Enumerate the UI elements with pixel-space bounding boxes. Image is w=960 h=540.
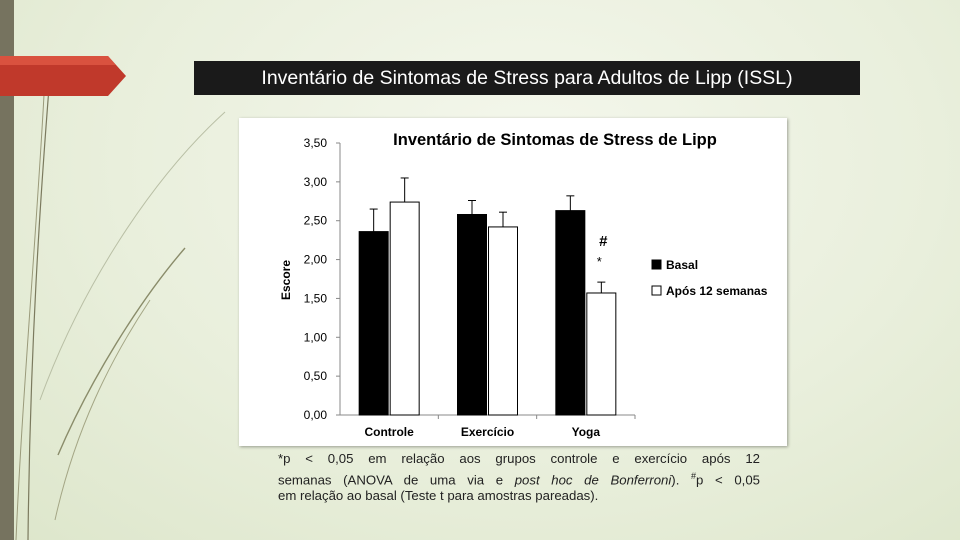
slide-title: Inventário de Sintomas de Stress para Ad… <box>194 61 860 95</box>
bar <box>488 226 518 416</box>
x-tick-label: Yoga <box>572 425 601 439</box>
legend-swatch <box>651 285 662 296</box>
footnote-line-2d: p < 0,05 <box>696 471 760 487</box>
chart-title: Inventário de Sintomas de Stress de Lipp <box>393 131 717 149</box>
sidebar-stripe <box>0 0 14 540</box>
footnote-line-2a: semanas (ANOVA de uma via e <box>278 471 515 487</box>
footnote-posthoc: post hoc de Bonferroni <box>514 471 672 487</box>
footnote-line-2c: ). <box>671 471 691 487</box>
annotation-hash: # <box>599 233 608 250</box>
y-tick-label: 2,00 <box>304 253 328 267</box>
y-tick-label: 3,00 <box>304 175 328 189</box>
y-axis-label: Escore <box>279 260 293 300</box>
bar <box>358 231 389 416</box>
legend-label: Após 12 semanas <box>666 284 768 298</box>
y-tick-label: 1,50 <box>304 291 328 305</box>
bar <box>457 213 487 416</box>
bar <box>555 210 586 416</box>
footnote-hash-mark: # <box>691 470 697 481</box>
x-tick-label: Controle <box>364 425 414 439</box>
y-tick-label: 2,50 <box>304 214 328 228</box>
bar-chart: Inventário de Sintomas de Stress de Lipp… <box>279 131 768 439</box>
footnote-line-1: *p < 0,05 em relação aos grupos controle… <box>278 451 760 466</box>
footnote: *p < 0,05 em relação aos grupos controle… <box>278 451 760 505</box>
legend-label: Basal <box>666 258 698 272</box>
annotation-asterisk: * <box>597 254 602 269</box>
y-tick-label: 0,00 <box>304 408 328 422</box>
y-tick-label: 0,50 <box>304 369 328 383</box>
chart-card: Inventário de Sintomas de Stress de Lipp… <box>239 118 787 446</box>
accent-arrow-tab <box>0 56 126 96</box>
bar <box>389 201 420 416</box>
y-tick-label: 3,50 <box>304 136 328 150</box>
legend-swatch <box>651 259 662 270</box>
x-tick-label: Exercício <box>461 425 514 439</box>
footnote-line-3: em relação ao basal (Teste t para amostr… <box>278 488 599 504</box>
y-tick-label: 1,00 <box>304 330 328 344</box>
decorative-lines <box>15 74 226 540</box>
bar <box>586 292 617 416</box>
footnote-line-2: semanas (ANOVA de uma via e post hoc de … <box>278 468 760 489</box>
